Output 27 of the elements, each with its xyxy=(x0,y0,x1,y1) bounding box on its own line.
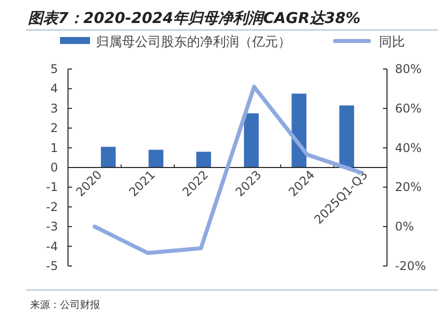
chart-title: 图表7：2020-2024年归母净利润CAGR达38% xyxy=(28,9,361,27)
y-tick-label: -1 xyxy=(46,180,58,194)
bar xyxy=(100,146,116,168)
bar xyxy=(244,113,259,168)
bar xyxy=(196,152,212,168)
bar xyxy=(339,105,354,168)
y-tick-label: 4 xyxy=(50,82,58,96)
y-tick-label: 1 xyxy=(50,140,58,155)
y2-tick-label: 0% xyxy=(395,220,414,234)
bar xyxy=(148,150,164,168)
y2-tick-label: 80% xyxy=(395,62,422,76)
source-note: 来源：公司财报 xyxy=(30,299,100,311)
y2-tick-label: 60% xyxy=(395,101,422,116)
y-tick-label: 5 xyxy=(50,62,58,76)
y-tick-label: 0 xyxy=(50,160,58,174)
y2-tick-label: -20% xyxy=(395,259,426,273)
y-tick-label: -3 xyxy=(46,220,58,234)
y-tick-label: 2 xyxy=(50,121,58,136)
legend-label: 归属母公司股东的净利润（亿元） xyxy=(96,35,291,50)
y-tick-label: -5 xyxy=(46,259,58,273)
y-tick-label: -4 xyxy=(46,239,58,254)
bar xyxy=(292,94,306,168)
legend-label: 同比 xyxy=(379,35,405,50)
y-tick-label: -2 xyxy=(46,200,58,214)
y2-tick-label: 40% xyxy=(395,140,422,155)
y2-tick-label: 20% xyxy=(395,180,422,194)
y-tick-label: 3 xyxy=(50,101,58,116)
